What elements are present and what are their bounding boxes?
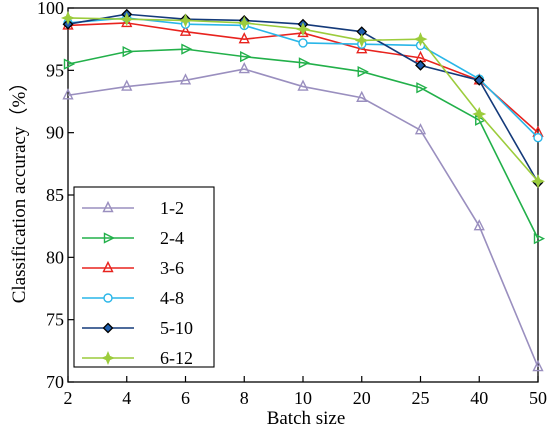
y-tick-label: 85 bbox=[46, 185, 64, 205]
data-point-6-12 bbox=[530, 174, 546, 189]
data-point-2-4 bbox=[298, 57, 311, 69]
y-tick-label: 70 bbox=[46, 372, 64, 392]
legend-label-4-8: 4-8 bbox=[160, 288, 184, 308]
data-point-6-12 bbox=[472, 106, 487, 122]
data-point-1-2 bbox=[297, 79, 309, 91]
y-axis-label: Classification accuracy（%） bbox=[8, 73, 30, 304]
legend-marker-3-6 bbox=[102, 260, 114, 273]
data-point-4-8 bbox=[298, 38, 308, 48]
legend-marker-4-8 bbox=[103, 293, 113, 303]
x-tick-label: 40 bbox=[470, 388, 488, 408]
legend-marker-2-4 bbox=[103, 232, 116, 244]
y-tick-label: 95 bbox=[46, 60, 64, 80]
data-point-6-12 bbox=[413, 32, 428, 47]
legend-label-3-6: 3-6 bbox=[160, 258, 184, 278]
legend-label-6-12: 6-12 bbox=[160, 348, 193, 368]
data-point-6-12 bbox=[295, 22, 311, 37]
legend-label-2-4: 2-4 bbox=[160, 228, 184, 248]
x-tick-label: 6 bbox=[181, 388, 190, 408]
series-line-2-4 bbox=[67, 48, 539, 239]
x-tick-label: 4 bbox=[122, 388, 131, 408]
data-point-2-4 bbox=[416, 82, 428, 94]
data-point-1-2 bbox=[414, 123, 427, 135]
data-point-1-2 bbox=[121, 79, 133, 91]
data-point-6-12 bbox=[119, 12, 134, 27]
x-tick-label: 2 bbox=[64, 388, 73, 408]
legend-marker-6-12 bbox=[100, 350, 116, 366]
data-point-6-12 bbox=[354, 33, 369, 48]
y-tick-label: 90 bbox=[46, 123, 64, 143]
data-point-2-4 bbox=[240, 50, 252, 63]
x-tick-label: 25 bbox=[412, 388, 430, 408]
legend-label-1-2: 1-2 bbox=[160, 198, 184, 218]
data-point-2-4 bbox=[357, 65, 369, 78]
y-tick-label: 80 bbox=[46, 247, 64, 267]
data-point-3-6 bbox=[297, 25, 309, 38]
data-point-5-10 bbox=[473, 74, 485, 86]
data-point-2-4 bbox=[122, 46, 134, 58]
data-point-6-12 bbox=[60, 10, 76, 26]
x-tick-label: 20 bbox=[353, 388, 371, 408]
x-tick-label: 50 bbox=[529, 388, 547, 408]
y-tick-label: 75 bbox=[46, 310, 64, 330]
x-tick-label: 8 bbox=[240, 388, 249, 408]
data-point-6-12 bbox=[237, 15, 252, 30]
data-point-1-2 bbox=[238, 62, 250, 74]
data-point-3-6 bbox=[238, 32, 250, 44]
data-point-2-4 bbox=[181, 43, 193, 55]
data-point-5-10 bbox=[415, 59, 426, 71]
data-point-2-4 bbox=[533, 233, 546, 245]
legend-marker-5-10 bbox=[102, 322, 114, 334]
data-point-1-2 bbox=[532, 359, 544, 372]
data-point-1-2 bbox=[62, 88, 74, 100]
data-point-4-8 bbox=[533, 132, 543, 143]
x-axis-label: Batch size bbox=[267, 408, 346, 429]
data-point-1-2 bbox=[356, 90, 368, 102]
legend-label-5-10: 5-10 bbox=[160, 318, 193, 338]
data-point-1-2 bbox=[473, 219, 485, 231]
x-tick-label: 10 bbox=[294, 388, 312, 408]
data-point-6-12 bbox=[178, 13, 193, 28]
data-point-1-2 bbox=[179, 73, 192, 85]
plot-area: 2 4 6 8 10 20 25 40 50 70 75 80 85 90 95 100 1-2 2-4 3-6 4-… bbox=[37, 0, 547, 408]
y-tick-label: 100 bbox=[37, 0, 64, 18]
series-line-1-2 bbox=[67, 68, 539, 368]
legend-marker-1-2 bbox=[102, 200, 114, 213]
legend-box bbox=[73, 186, 215, 368]
data-point-2-4 bbox=[63, 58, 76, 70]
data-point-3-6 bbox=[179, 24, 192, 36]
